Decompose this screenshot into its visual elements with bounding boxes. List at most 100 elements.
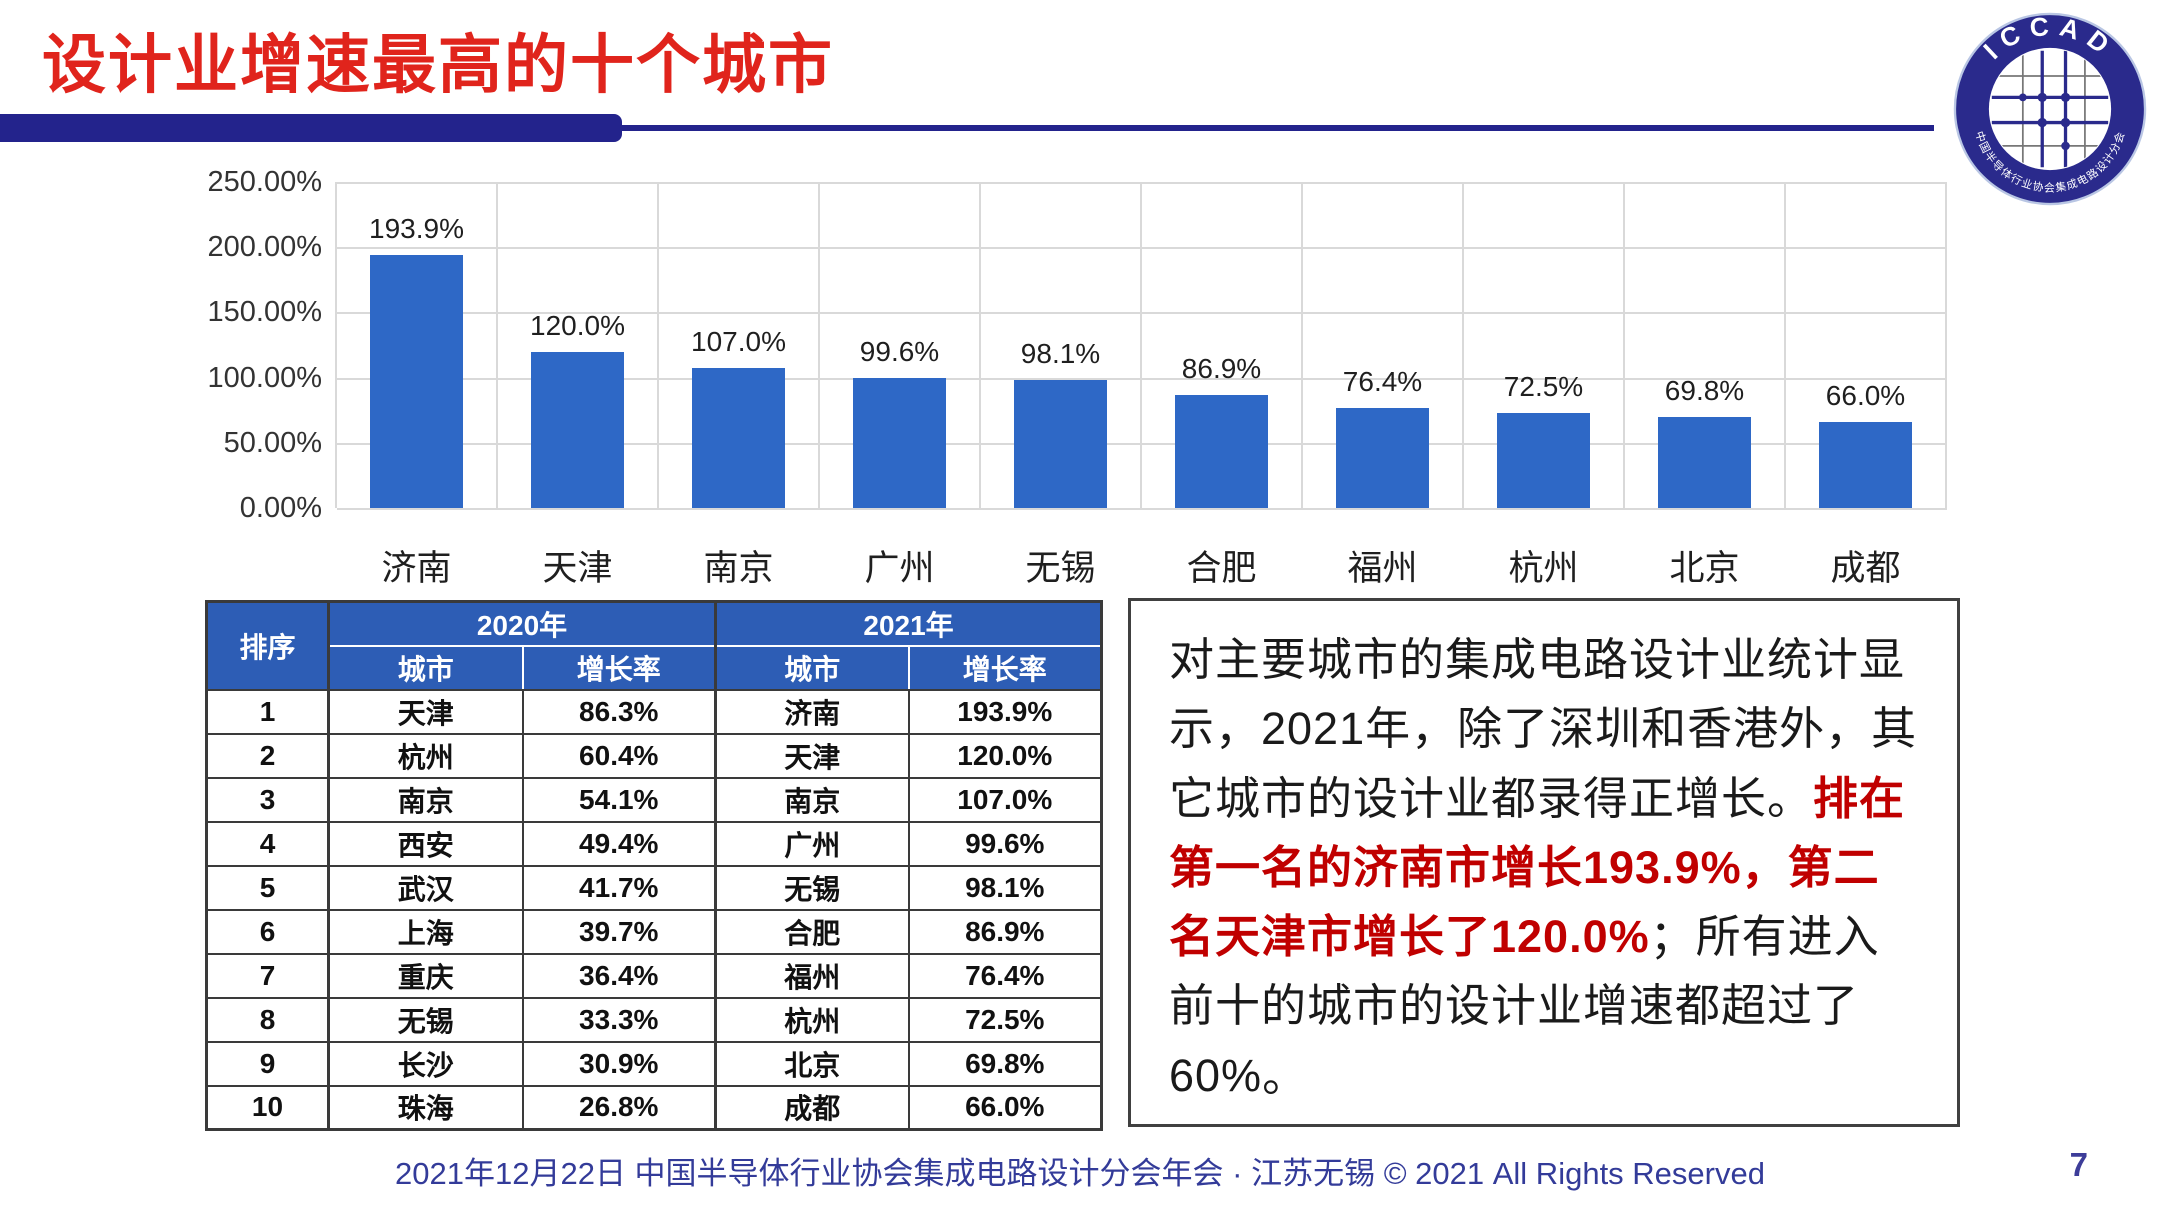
x-axis-label: 北京 <box>1669 549 1740 588</box>
rate-2021-cell: 98.1% <box>907 864 1103 911</box>
rate-2021-cell: 69.8% <box>907 1040 1103 1087</box>
rank-cell: 9 <box>205 1040 330 1087</box>
bar-济南 <box>370 255 463 508</box>
bar-无锡 <box>1014 380 1107 508</box>
gridline <box>337 442 1947 445</box>
rate-2021-cell: 72.5% <box>907 996 1103 1043</box>
x-axis-label: 无锡 <box>1025 549 1096 588</box>
y-axis-tick: 250.00% <box>207 166 323 198</box>
rank-cell: 4 <box>205 820 330 867</box>
rate-2020-cell: 54.1% <box>521 776 718 823</box>
header-rate-2020: 增长率 <box>521 644 718 691</box>
rank-cell: 1 <box>205 688 330 735</box>
rate-2020-cell: 39.7% <box>521 908 718 955</box>
city-2021-cell: 广州 <box>714 820 910 867</box>
city-2021-cell: 无锡 <box>714 864 910 911</box>
city-2021-cell: 济南 <box>714 688 910 735</box>
rate-2020-cell: 26.8% <box>521 1084 718 1131</box>
gridline <box>337 312 1947 315</box>
bar-slot: 120.0% 天津 <box>498 182 659 588</box>
gridline <box>337 182 1947 184</box>
table-row: 2 杭州 60.4% 天津 120.0% <box>205 732 1103 779</box>
table-row: 8 无锡 33.3% 杭州 72.5% <box>205 996 1103 1043</box>
bar-value-label: 98.1% <box>1020 338 1101 370</box>
bar-value-label: 120.0% <box>530 309 625 341</box>
rate-2021-cell: 193.9% <box>907 688 1103 735</box>
bar-广州 <box>853 378 946 508</box>
bar-slot: 86.9% 合肥 <box>1142 182 1303 588</box>
rank-cell: 7 <box>205 952 330 999</box>
table-row: 3 南京 54.1% 南京 107.0% <box>205 776 1103 823</box>
bar-value-label: 107.0% <box>691 326 786 358</box>
x-axis-label: 广州 <box>864 549 935 588</box>
gridline <box>337 508 1947 510</box>
rate-2021-cell: 76.4% <box>907 952 1103 999</box>
header-rank: 排序 <box>205 600 330 691</box>
rate-2020-cell: 33.3% <box>521 996 718 1043</box>
page-number: 7 <box>2069 1146 2088 1183</box>
table-row: 6 上海 39.7% 合肥 86.9% <box>205 908 1103 955</box>
bar-福州 <box>1336 408 1429 508</box>
y-axis-tick: 200.00% <box>207 231 323 264</box>
city-2020-cell: 西安 <box>327 820 524 867</box>
table-row: 9 长沙 30.9% 北京 69.8% <box>205 1040 1103 1087</box>
bar-value-label: 86.9% <box>1181 352 1262 384</box>
bar-杭州 <box>1497 413 1590 508</box>
y-axis-tick: 150.00% <box>207 296 323 329</box>
x-axis-label: 福州 <box>1347 549 1418 588</box>
bar-value-label: 66.0% <box>1825 379 1906 411</box>
rate-2020-cell: 60.4% <box>521 732 718 779</box>
rate-2021-cell: 99.6% <box>907 820 1103 867</box>
rate-2021-cell: 66.0% <box>907 1084 1103 1131</box>
rank-cell: 3 <box>205 776 330 823</box>
table-row: 5 武汉 41.7% 无锡 98.1% <box>205 864 1103 911</box>
bar-value-label: 69.8% <box>1664 374 1745 406</box>
city-2021-cell: 南京 <box>714 776 910 823</box>
city-2020-cell: 武汉 <box>327 864 524 911</box>
rate-2021-cell: 86.9% <box>907 908 1103 955</box>
y-axis-tick: 100.00% <box>207 361 323 394</box>
city-2021-cell: 天津 <box>714 732 910 779</box>
city-2020-cell: 珠海 <box>327 1084 524 1131</box>
city-2020-cell: 杭州 <box>327 732 524 779</box>
commentary-highlight: 排在第一名的济南市增长193.9%，第二名天津市增长了120.0% <box>1169 772 1906 963</box>
footer-text: 2021年12月22日 中国半导体行业协会集成电路设计分会年会 · 江苏无锡 ©… <box>395 1156 1765 1191</box>
rate-2020-cell: 49.4% <box>521 820 718 867</box>
commentary-part3: ；所有进入前十的城市的设计业增速都超过了60%。 <box>1169 911 1880 1101</box>
table-row: 1 天津 86.3% 济南 193.9% <box>205 688 1103 735</box>
city-2020-cell: 无锡 <box>327 996 524 1043</box>
bar-slot: 69.8% 北京 <box>1625 182 1786 588</box>
city-2021-cell: 合肥 <box>714 908 910 955</box>
x-axis-label: 合肥 <box>1186 549 1257 588</box>
bar-slot: 98.1% 无锡 <box>981 182 1142 588</box>
iccad-logo: ICCAD 中国半导体行业协会集成电路设计分会 <box>1953 12 2147 206</box>
bar-value-label: 99.6% <box>859 336 940 368</box>
bar-北京 <box>1658 416 1751 508</box>
logo-circuit-grid <box>1991 50 2109 168</box>
bar-slot: 107.0% 南京 <box>659 182 820 588</box>
city-2020-cell: 上海 <box>327 908 524 955</box>
city-2021-cell: 成都 <box>714 1084 910 1131</box>
x-axis-label: 成都 <box>1830 549 1901 588</box>
city-2021-cell: 北京 <box>714 1040 910 1087</box>
city-2020-cell: 南京 <box>327 776 524 823</box>
bar-合肥 <box>1175 394 1268 508</box>
city-2021-cell: 福州 <box>714 952 910 999</box>
header-city-2020: 城市 <box>327 644 524 691</box>
bar-南京 <box>692 368 785 508</box>
y-axis-tick: 0.00% <box>239 492 322 524</box>
rate-2020-cell: 41.7% <box>521 864 718 911</box>
title-divider-thick <box>0 114 622 142</box>
header-city-2021: 城市 <box>714 644 910 691</box>
ranking-table: 排序 2020年 2021年 城市 增长率 城市 增长率 1 天津 86.3% 济南 1… <box>205 600 1104 1131</box>
growth-bar-chart: 250.00% 200.00% 150.00% 100.00% 50.00% 0.00% … <box>0 158 2160 628</box>
title-divider-thin <box>618 125 1934 131</box>
chart-plot: 193.9% 济南 120.0% 天津 107.0% 南京 99.6% 广州 98.1% 无锡 86… <box>335 182 1947 588</box>
rate-2021-cell: 107.0% <box>907 776 1103 823</box>
table-row: 4 西安 49.4% 广州 99.6% <box>205 820 1103 867</box>
table-row: 7 重庆 36.4% 福州 76.4% <box>205 952 1103 999</box>
commentary-part1: 对主要城市的集成电路设计业统计显示，2021年，除了深圳和香港外，其它城市的设计… <box>1169 634 1918 824</box>
header-rate-2021: 增长率 <box>907 644 1103 691</box>
bar-slot: 66.0% 成都 <box>1786 182 1947 588</box>
